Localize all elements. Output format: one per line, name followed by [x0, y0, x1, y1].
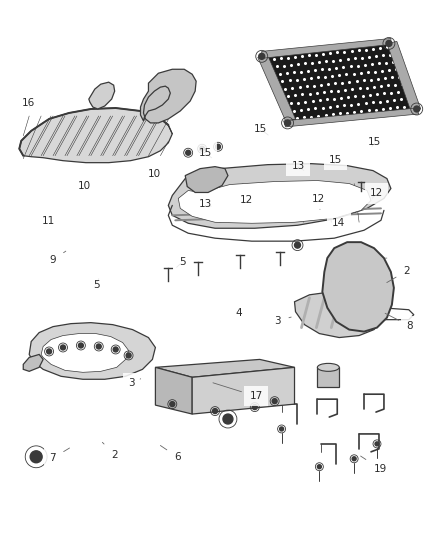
Circle shape: [212, 409, 218, 414]
Text: 5: 5: [177, 257, 185, 267]
Polygon shape: [141, 111, 172, 134]
Circle shape: [113, 347, 118, 352]
Polygon shape: [262, 38, 391, 58]
Text: 3: 3: [128, 378, 141, 388]
Text: 8: 8: [385, 313, 413, 331]
Circle shape: [223, 414, 233, 424]
Circle shape: [186, 150, 191, 155]
Text: 19: 19: [360, 456, 387, 474]
Circle shape: [352, 457, 356, 461]
Text: 13: 13: [198, 199, 212, 209]
Circle shape: [60, 345, 65, 350]
Text: 3: 3: [275, 316, 291, 326]
Polygon shape: [387, 42, 421, 111]
Polygon shape: [294, 292, 381, 337]
Text: 11: 11: [42, 216, 55, 226]
Circle shape: [386, 41, 392, 46]
Text: 15: 15: [198, 148, 212, 158]
Circle shape: [96, 344, 101, 349]
Text: 14: 14: [332, 218, 345, 228]
Text: 10: 10: [148, 169, 161, 179]
Polygon shape: [178, 181, 371, 223]
Polygon shape: [89, 82, 115, 109]
Polygon shape: [185, 167, 228, 192]
Text: 15: 15: [254, 124, 268, 135]
Text: 12: 12: [370, 188, 383, 198]
Polygon shape: [283, 108, 419, 127]
Text: 2: 2: [387, 266, 410, 282]
Text: 17: 17: [213, 383, 263, 401]
Circle shape: [259, 53, 265, 59]
Polygon shape: [19, 108, 172, 163]
Polygon shape: [23, 354, 43, 372]
Circle shape: [46, 349, 52, 354]
Polygon shape: [192, 367, 294, 414]
Circle shape: [414, 106, 420, 112]
Text: 16: 16: [22, 99, 35, 108]
Circle shape: [252, 405, 257, 409]
Circle shape: [126, 353, 131, 358]
Circle shape: [78, 343, 83, 348]
Text: 9: 9: [49, 251, 66, 265]
Text: 15: 15: [368, 137, 381, 147]
Text: 4: 4: [235, 308, 242, 318]
Circle shape: [200, 146, 205, 151]
Text: 5: 5: [93, 279, 99, 290]
Ellipse shape: [318, 364, 339, 372]
Circle shape: [294, 242, 300, 248]
Text: 7: 7: [49, 448, 70, 463]
Text: 12: 12: [311, 193, 325, 209]
Text: 6: 6: [160, 446, 181, 462]
Circle shape: [279, 427, 283, 431]
Polygon shape: [141, 69, 196, 123]
Circle shape: [170, 402, 175, 407]
Circle shape: [318, 465, 321, 469]
Circle shape: [285, 120, 290, 126]
Circle shape: [30, 451, 42, 463]
Polygon shape: [262, 43, 417, 123]
Circle shape: [215, 144, 220, 149]
Polygon shape: [258, 55, 296, 121]
Polygon shape: [29, 322, 155, 379]
Text: 15: 15: [329, 155, 342, 165]
Polygon shape: [155, 359, 294, 377]
Text: 12: 12: [239, 195, 253, 205]
Text: 2: 2: [102, 442, 118, 459]
Text: 10: 10: [78, 181, 91, 191]
Circle shape: [375, 442, 379, 446]
Polygon shape: [41, 334, 129, 373]
Polygon shape: [168, 164, 391, 228]
Circle shape: [272, 399, 277, 403]
Polygon shape: [155, 367, 192, 414]
Text: 13: 13: [292, 161, 305, 171]
Polygon shape: [318, 367, 339, 387]
Polygon shape: [322, 242, 394, 332]
